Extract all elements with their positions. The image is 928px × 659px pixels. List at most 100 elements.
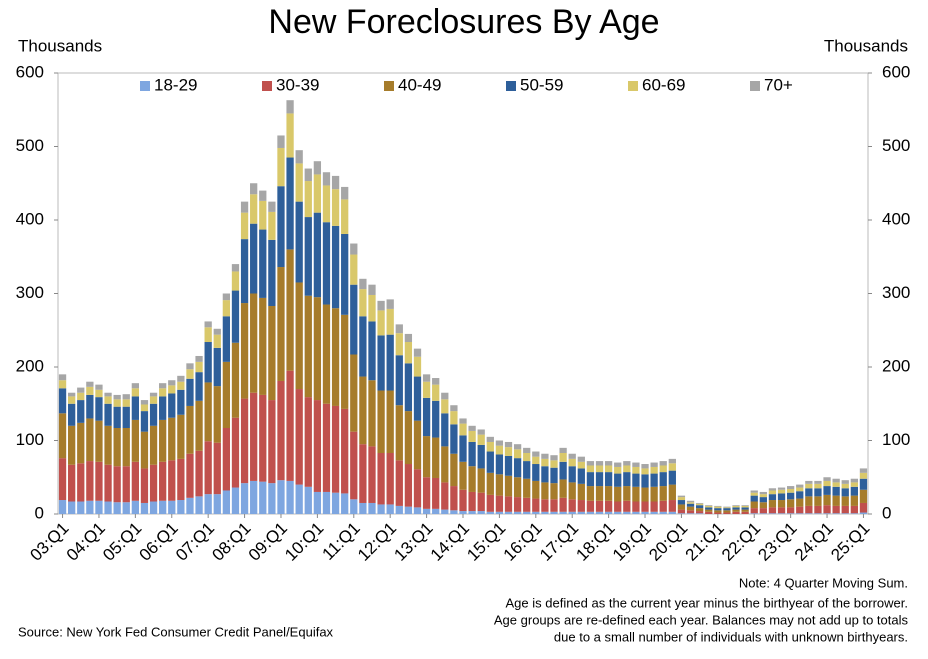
bar-segment — [368, 446, 376, 503]
bar-segment — [695, 503, 704, 506]
y-tick-label: 400 — [16, 209, 44, 228]
bar-segment — [404, 333, 413, 343]
bar-segment — [432, 400, 440, 438]
bar-segment — [550, 455, 558, 461]
bar-segment — [186, 369, 194, 379]
bar-segment — [850, 486, 858, 496]
bar-segment — [322, 491, 331, 514]
bar-segment — [422, 436, 431, 478]
bar-segment — [104, 392, 112, 397]
bar-segment — [277, 147, 285, 187]
bar-segment — [250, 392, 258, 481]
bar-segment — [641, 487, 649, 502]
bar-segment — [787, 513, 795, 514]
bar-segment — [523, 478, 531, 498]
bar-segment — [650, 501, 658, 512]
bar-segment — [814, 483, 822, 489]
bar-segment — [159, 388, 167, 397]
bar-segment — [222, 361, 231, 429]
bar-segment — [168, 385, 176, 394]
bar-segment — [359, 376, 367, 445]
x-tick-label: 11:Q1 — [318, 519, 363, 564]
bar-segment — [686, 500, 695, 503]
bar-segment — [614, 473, 622, 487]
bar-segment — [686, 502, 695, 504]
bar-segment — [459, 461, 467, 490]
bar-segment — [149, 396, 158, 404]
bar-segment — [222, 300, 231, 317]
bar-segment — [350, 431, 358, 500]
bar-segment — [768, 500, 777, 508]
bar-segment — [368, 502, 376, 514]
bar-segment — [641, 474, 649, 488]
y2-tick-label: 400 — [882, 209, 910, 228]
bar-segment — [350, 499, 358, 514]
bar-segment — [468, 430, 476, 442]
bar-segment — [386, 334, 394, 391]
bar-segment — [286, 157, 294, 250]
bar-segment — [450, 411, 458, 425]
x-tick-label: 03:Q1 — [26, 519, 72, 565]
bar-segment — [240, 201, 249, 213]
bar-segment — [632, 462, 640, 467]
bar-segment — [641, 501, 649, 512]
bar-segment — [732, 507, 740, 510]
bar-segment — [377, 300, 385, 311]
bar-segment — [386, 452, 394, 505]
bar-segment — [814, 513, 822, 514]
bar-segment — [814, 488, 822, 497]
bar-segment — [659, 511, 667, 514]
legend-swatch — [140, 81, 150, 91]
bar-segment — [295, 389, 303, 485]
bar-segment — [377, 335, 385, 391]
bar-segment — [623, 500, 631, 512]
bar-segment — [231, 264, 240, 272]
bar-segment — [623, 472, 631, 487]
bar-segment — [486, 441, 494, 452]
bar-segment — [359, 278, 367, 290]
bar-segment — [650, 473, 658, 487]
bar-segment — [486, 511, 494, 514]
bar-segment — [732, 511, 740, 514]
x-tick-label: 08:Q1 — [208, 519, 254, 565]
bar-segment — [632, 466, 640, 474]
bar-segment — [477, 468, 485, 493]
y-tick-label: 100 — [16, 430, 44, 449]
bar-segment — [777, 489, 786, 494]
bar-segment — [186, 405, 194, 454]
bar-segment — [695, 511, 704, 514]
bar-segment — [750, 501, 758, 509]
bar-segment — [541, 466, 549, 483]
bar-segment — [313, 491, 322, 514]
bar-segment — [686, 510, 695, 514]
bar-segment — [668, 470, 676, 485]
bar-segment — [86, 386, 94, 395]
bar-segment — [295, 201, 303, 283]
bar-segment — [331, 308, 340, 406]
bar-segment — [395, 505, 403, 514]
bar-segment — [586, 472, 595, 487]
bar-segment — [441, 413, 449, 447]
bar-segment — [149, 464, 158, 502]
bar-segment — [787, 499, 795, 508]
bar-segment — [441, 446, 449, 483]
bar-segment — [195, 496, 203, 514]
x-tick-label: 24:Q1 — [791, 519, 837, 565]
x-tick-label: 22:Q1 — [718, 519, 764, 565]
bar-segment — [58, 374, 67, 381]
bar-segment — [58, 413, 67, 459]
bar-segment — [632, 511, 640, 514]
bar-segment — [259, 297, 267, 395]
bar-segment — [650, 462, 658, 467]
bar-segment — [705, 505, 713, 506]
bar-segment — [295, 150, 303, 164]
bar-segment — [450, 405, 458, 412]
bar-segment — [695, 508, 704, 512]
bar-segment — [113, 394, 121, 400]
bar-segment — [841, 483, 849, 489]
y2-tick-label: 300 — [882, 283, 910, 302]
bar-segment — [604, 461, 613, 466]
bar-segment — [441, 482, 449, 510]
legend-label: 30-39 — [276, 75, 319, 94]
bar-segment — [313, 174, 322, 213]
